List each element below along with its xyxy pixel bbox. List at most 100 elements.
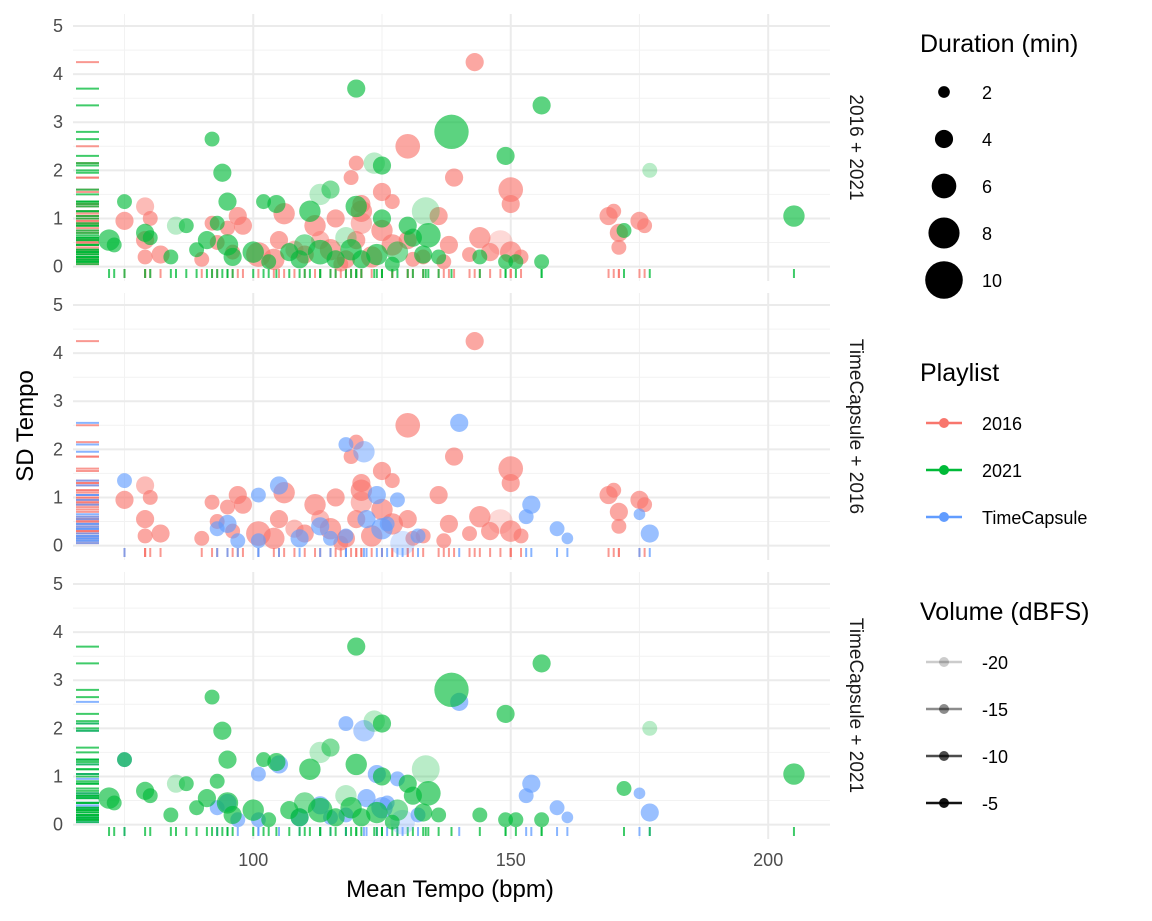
point-2021 [347,637,366,656]
rug-marks [76,61,795,278]
point-2016 [429,206,448,226]
point-2016 [606,482,622,498]
point-2016 [350,212,373,234]
points [115,332,659,556]
point-2021 [411,197,440,226]
point-2021 [616,223,632,238]
point-2016 [350,479,373,501]
point-2016 [220,499,235,515]
point-TimeCapsule [338,437,354,453]
y-tick-label: 0 [53,257,63,277]
point-2016 [263,527,285,550]
legend-size-key [925,261,963,299]
point-TimeCapsule [410,528,426,544]
point-2021 [372,714,392,733]
point-2016 [439,235,459,254]
point-2016 [481,522,500,541]
legend-alpha-dot [939,798,949,808]
panel-strip-label: TimeCapsule + 2016 [845,339,866,514]
point-TimeCapsule [389,492,405,508]
point-2016 [469,506,491,528]
legend-volume: Volume (dBFS) -20 -15 -10 -5 [920,598,1090,814]
point-2016 [469,227,491,249]
point-2021 [372,209,392,228]
point-2021 [142,230,158,246]
point-2021 [532,654,551,673]
point-2021 [431,807,447,823]
point-2016 [326,488,345,507]
point-2021 [204,689,220,705]
point-2021 [498,812,514,828]
point-2021 [261,254,277,270]
y-tick-label: 3 [53,112,63,132]
point-2021 [178,218,194,234]
point-2021 [366,801,388,824]
legend-size-label: 8 [982,224,992,244]
point-2021 [411,755,440,784]
point-2016 [398,510,417,529]
point-2021 [532,96,551,115]
point-2021 [307,239,333,265]
point-2021 [299,758,321,780]
point-2016 [384,473,400,489]
point-2021 [256,752,271,768]
point-2021 [783,763,805,785]
legend-alpha-label: -20 [982,653,1008,673]
point-2016 [444,168,464,187]
point-2021 [321,180,340,199]
point-2021 [416,780,441,806]
point-2016 [462,526,477,542]
legend-color-dot [939,512,949,522]
y-tick-label: 3 [53,670,63,690]
point-2016 [498,177,524,202]
point-2021 [189,800,205,816]
point-2016 [395,412,421,438]
point-2021 [204,131,220,147]
panel-2: 0 1 2 3 4 5 TimeCapsule + 2016 [53,293,866,560]
point-2021 [218,750,237,769]
legend-playlist-title: Playlist [920,359,999,387]
point-2021 [372,156,392,175]
point-2021 [209,773,225,789]
legend-size-label: 10 [982,271,1002,291]
legend-size-label: 6 [982,177,992,197]
point-2021 [117,752,132,768]
y-tick-label: 4 [53,622,63,642]
point-2016 [269,510,289,529]
point-2021 [261,812,277,828]
point-2016 [384,194,400,210]
point-2016 [637,218,653,234]
point-2021 [256,194,271,210]
point-TimeCapsule [367,485,386,505]
point-2021 [534,254,550,270]
point-2016 [142,489,158,505]
panel-1: 0 1 2 3 4 5 2016 + 2021 [53,14,866,281]
point-2021 [642,162,658,178]
point-2016 [343,449,359,465]
x-axis-title: Mean Tempo (bpm) [346,876,554,903]
point-2016 [465,53,484,72]
legend-duration-title: Duration (min) [920,30,1078,58]
point-2021 [496,146,515,165]
point-TimeCapsule [518,509,534,525]
point-2021 [213,721,232,740]
point-2021 [508,812,524,828]
y-tick-label: 4 [53,343,63,363]
point-2021 [242,241,264,263]
point-2016 [498,456,524,481]
point-2016 [444,447,464,466]
point-2021 [416,222,441,248]
point-TimeCapsule [290,529,309,548]
legend-color-dot [939,418,949,428]
point-2021 [163,807,179,823]
point-TimeCapsule [640,803,659,822]
point-2021 [472,249,488,265]
point-TimeCapsule [522,495,541,514]
point-TimeCapsule [549,800,565,816]
point-2021 [347,79,366,98]
point-2016 [372,461,392,481]
legend-size-key [934,129,954,149]
point-2016 [501,194,520,214]
y-tick-label: 4 [53,64,63,84]
